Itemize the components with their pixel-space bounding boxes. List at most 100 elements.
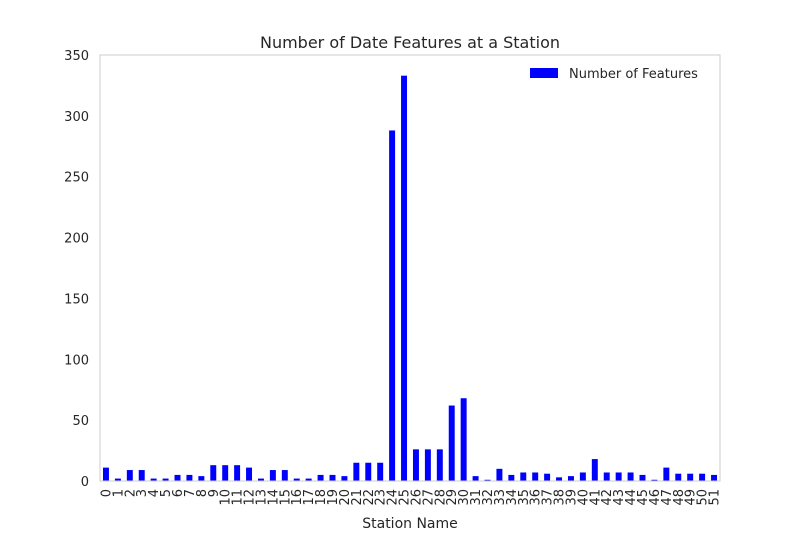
bar-19 bbox=[329, 474, 336, 481]
y-axis-ticks: 0 50 100 150 200 250 300 350 bbox=[64, 49, 89, 490]
bar-46 bbox=[651, 479, 658, 481]
x-tick-label: 19 bbox=[326, 489, 341, 506]
bar-39 bbox=[567, 476, 574, 481]
bar-2 bbox=[126, 470, 133, 481]
bar-24 bbox=[389, 130, 396, 481]
x-tick-label: 5 bbox=[159, 489, 174, 497]
x-tick-label: 14 bbox=[266, 489, 281, 506]
x-tick-label: 15 bbox=[278, 489, 293, 506]
bar-32 bbox=[484, 479, 491, 481]
bar-8 bbox=[198, 476, 205, 481]
y-tick-label: 200 bbox=[64, 232, 89, 247]
x-tick-label: 47 bbox=[660, 489, 675, 506]
x-tick-label: 42 bbox=[600, 489, 615, 506]
bar-22 bbox=[365, 462, 372, 481]
y-tick-label: 300 bbox=[64, 110, 89, 125]
bar-41 bbox=[591, 459, 598, 481]
x-tick-label: 39 bbox=[564, 489, 579, 506]
legend-label: Number of Features bbox=[569, 67, 698, 82]
bar-21 bbox=[353, 462, 360, 481]
x-tick-label: 29 bbox=[445, 489, 460, 506]
bar-13 bbox=[257, 478, 264, 481]
bar-45 bbox=[639, 474, 646, 481]
x-tick-label: 16 bbox=[290, 489, 305, 506]
x-axis-label: Station Name bbox=[362, 516, 458, 532]
x-tick-label: 38 bbox=[553, 489, 568, 506]
x-tick-label: 8 bbox=[195, 489, 210, 497]
x-tick-label: 6 bbox=[171, 489, 186, 497]
bar-43 bbox=[615, 472, 622, 481]
bar-35 bbox=[520, 472, 527, 481]
x-axis-ticks: 0123456789101112131415161718192021222324… bbox=[99, 489, 722, 506]
x-tick-label: 31 bbox=[469, 489, 484, 506]
x-tick-label: 37 bbox=[541, 489, 556, 506]
bar-47 bbox=[663, 467, 670, 481]
x-tick-label: 17 bbox=[302, 489, 317, 506]
x-tick-label: 45 bbox=[636, 489, 651, 506]
x-tick-label: 23 bbox=[374, 489, 389, 506]
x-tick-label: 13 bbox=[254, 489, 269, 506]
bar-12 bbox=[246, 467, 253, 481]
y-tick-label: 250 bbox=[64, 171, 89, 186]
x-tick-label: 2 bbox=[123, 489, 138, 497]
x-tick-label: 22 bbox=[362, 489, 377, 506]
bar-48 bbox=[675, 473, 682, 481]
bar-9 bbox=[210, 465, 217, 481]
bar-27 bbox=[424, 449, 431, 481]
x-tick-label: 25 bbox=[398, 489, 413, 506]
bar-3 bbox=[138, 470, 145, 481]
x-tick-label: 27 bbox=[421, 489, 436, 506]
x-tick-label: 28 bbox=[433, 489, 448, 506]
x-tick-label: 7 bbox=[183, 489, 198, 497]
x-tick-label: 50 bbox=[696, 489, 711, 506]
bar-1 bbox=[114, 478, 121, 481]
x-tick-label: 18 bbox=[314, 489, 329, 506]
plot-frame bbox=[99, 54, 721, 482]
bar-29 bbox=[448, 405, 455, 481]
x-tick-label: 30 bbox=[457, 489, 472, 506]
y-tick-label: 50 bbox=[72, 414, 89, 429]
bar-38 bbox=[556, 477, 563, 481]
x-tick-label: 33 bbox=[493, 489, 508, 506]
x-tick-label: 10 bbox=[219, 489, 234, 506]
chart-title: Number of Date Features at a Station bbox=[260, 33, 560, 52]
bar-26 bbox=[412, 449, 419, 481]
bar-51 bbox=[711, 474, 718, 481]
bar-17 bbox=[305, 478, 312, 481]
bar-42 bbox=[603, 472, 610, 481]
bar-31 bbox=[472, 476, 479, 481]
x-tick-label: 49 bbox=[684, 489, 699, 506]
bar-18 bbox=[317, 474, 324, 481]
bar-20 bbox=[341, 476, 348, 481]
bar-0 bbox=[102, 467, 109, 481]
bar-33 bbox=[496, 468, 503, 481]
bar-14 bbox=[269, 470, 276, 481]
bar-4 bbox=[150, 478, 157, 481]
x-tick-label: 11 bbox=[231, 489, 246, 506]
x-tick-label: 21 bbox=[350, 489, 365, 506]
bar-16 bbox=[293, 478, 300, 481]
x-tick-label: 32 bbox=[481, 489, 496, 506]
bar-30 bbox=[460, 398, 467, 481]
y-tick-label: 350 bbox=[64, 49, 89, 64]
x-tick-label: 51 bbox=[708, 489, 723, 506]
bar-40 bbox=[579, 472, 586, 481]
bars-group bbox=[102, 75, 718, 481]
x-tick-label: 34 bbox=[505, 489, 520, 506]
y-tick-label: 150 bbox=[64, 292, 89, 307]
x-tick-label: 48 bbox=[672, 489, 687, 506]
bar-10 bbox=[222, 465, 229, 481]
x-tick-label: 41 bbox=[588, 489, 603, 506]
bar-37 bbox=[544, 473, 551, 481]
x-tick-label: 3 bbox=[135, 489, 150, 497]
bar-34 bbox=[508, 474, 515, 481]
legend-swatch bbox=[530, 68, 558, 78]
x-tick-label: 43 bbox=[612, 489, 627, 506]
bar-6 bbox=[174, 474, 181, 481]
x-tick-label: 0 bbox=[99, 489, 114, 497]
bar-7 bbox=[186, 474, 193, 481]
x-tick-label: 44 bbox=[624, 489, 639, 506]
x-tick-label: 40 bbox=[576, 489, 591, 506]
